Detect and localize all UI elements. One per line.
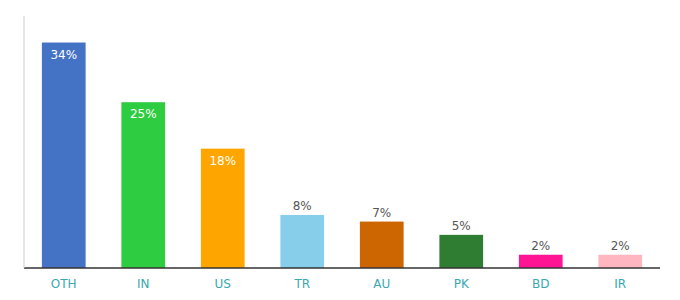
x-tick-labels: OTH IN US TR AU PK BD IR	[51, 277, 626, 291]
chart-svg: 34% 25% 18% 8% 7% 5% 2% 2% OTH IN US TR AU PK BD IR	[0, 0, 680, 300]
x-tick-label: IR	[614, 277, 626, 291]
bar	[121, 102, 165, 268]
x-tick-label: TR	[293, 277, 310, 291]
x-tick-label: PK	[454, 277, 470, 291]
x-tick-label: OTH	[51, 277, 77, 291]
data-label: 8%	[293, 199, 312, 213]
x-tick-label: BD	[532, 277, 549, 291]
bar	[519, 255, 563, 268]
bar	[201, 149, 245, 268]
data-label: 7%	[372, 206, 391, 220]
data-label: 34%	[50, 48, 77, 62]
data-label: 25%	[130, 107, 157, 121]
bar	[280, 215, 324, 268]
data-label: 2%	[611, 239, 630, 253]
data-label: 5%	[452, 219, 471, 233]
bars	[42, 43, 642, 268]
bar	[42, 43, 86, 268]
y-range-line	[24, 16, 25, 268]
x-tick-label: IN	[137, 277, 150, 291]
data-label: 18%	[209, 154, 236, 168]
bar	[439, 235, 483, 268]
data-labels: 34% 25% 18% 8% 7% 5% 2% 2%	[50, 48, 629, 253]
x-tick-label: US	[215, 277, 231, 291]
bar	[598, 255, 642, 268]
x-axis-line	[24, 267, 660, 269]
bar	[360, 222, 404, 268]
chart-container: 34% 25% 18% 8% 7% 5% 2% 2% OTH IN US TR AU PK BD IR	[0, 0, 680, 300]
x-tick-label: AU	[373, 277, 390, 291]
data-label: 2%	[531, 239, 550, 253]
